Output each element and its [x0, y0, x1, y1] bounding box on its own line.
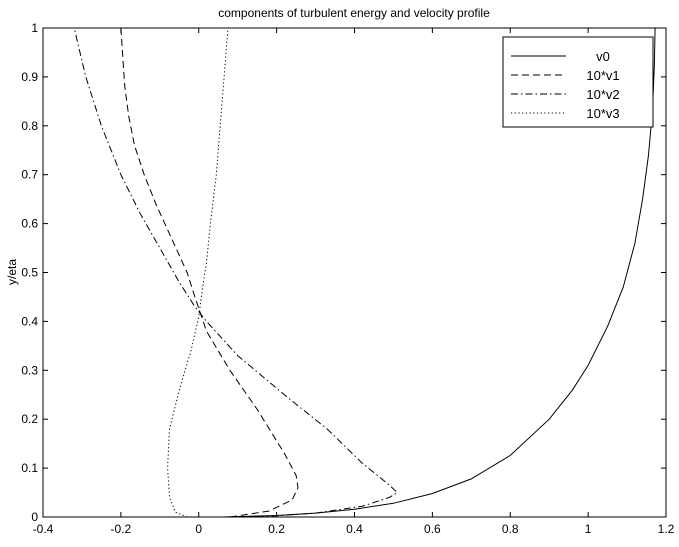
- x-tick-label: 0.8: [502, 522, 519, 536]
- y-tick-label: 0: [31, 510, 38, 524]
- y-tick-label: 0.8: [21, 119, 38, 133]
- x-tick-label: -0.2: [111, 522, 132, 536]
- legend: v0 10*v1 10*v2 10*v3: [502, 36, 654, 128]
- y-tick-label: 0.7: [21, 168, 38, 182]
- series-line-2: [73, 27, 399, 518]
- y-tick-label: 1: [31, 21, 38, 35]
- y-tick-label: 0.4: [21, 314, 38, 328]
- y-tick-label: 0.2: [21, 412, 38, 426]
- x-tick-label: 1.2: [658, 522, 675, 536]
- y-tick-label: 0.3: [21, 363, 38, 377]
- axis-ticks: -0.4 -0.2 0 0.2 0.4 0.6 0.8 1 1.2 0 0.1 0.2 0.3 0.4 0.…: [21, 21, 674, 536]
- y-tick-label: 0.9: [21, 70, 38, 84]
- legend-box: [502, 36, 654, 128]
- y-tick-label: 0.6: [21, 217, 38, 231]
- x-tick-label: -0.4: [33, 522, 54, 536]
- legend-label: 10*v1: [586, 68, 619, 83]
- chart-title: components of turbulent energy and veloc…: [218, 6, 490, 20]
- legend-label: 10*v2: [586, 87, 619, 102]
- y-tick-label: 0.1: [21, 461, 38, 475]
- series-line-0: [222, 27, 656, 518]
- legend-label: 10*v3: [586, 106, 619, 121]
- y-tick-label: 0.5: [21, 266, 38, 280]
- y-axis-label: y/eta: [5, 259, 19, 285]
- x-tick-label: 0.2: [268, 522, 285, 536]
- series-line-1: [120, 27, 299, 518]
- series-group: [73, 27, 656, 518]
- series-line-3: [167, 27, 229, 518]
- x-tick-label: 1: [585, 522, 592, 536]
- x-tick-label: 0.6: [424, 522, 441, 536]
- x-tick-label: 0.4: [346, 522, 363, 536]
- x-tick-label: 0: [195, 522, 202, 536]
- legend-label: v0: [596, 49, 610, 64]
